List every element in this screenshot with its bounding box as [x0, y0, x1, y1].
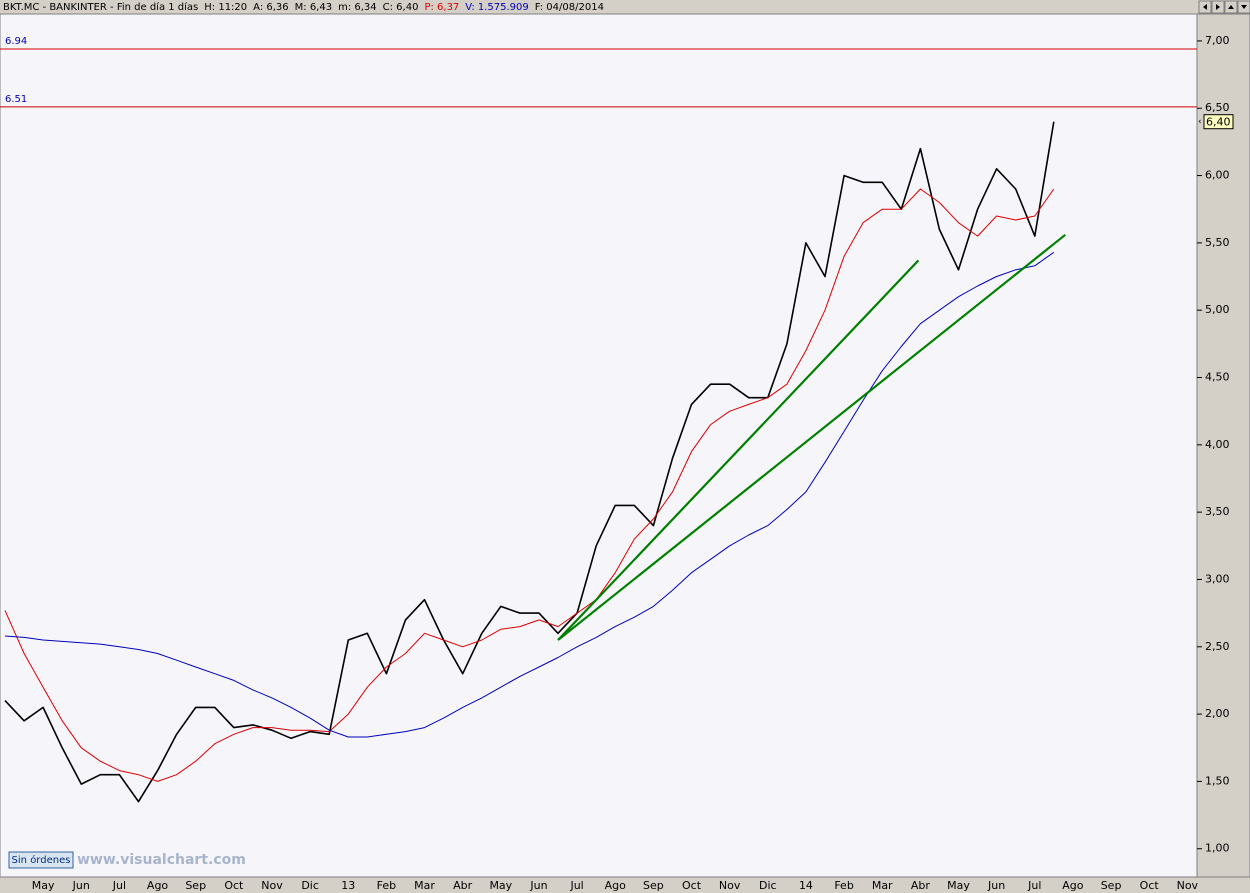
x-tick-label: Mar — [872, 879, 893, 892]
x-tick-label: Jul — [1027, 879, 1041, 892]
header-field: BKT.MC - BANKINTER - Fin de día 1 días — [3, 1, 198, 13]
y-tick-label: 3,00 — [1205, 572, 1230, 585]
last-price-label: 6,40 — [1206, 116, 1231, 129]
series-line — [4, 121, 1055, 803]
last-price-box — [1203, 114, 1234, 130]
x-tick-label: Sep — [1101, 879, 1122, 892]
x-tick-label: Abr — [911, 879, 931, 892]
y-tick-label: 4,00 — [1205, 438, 1230, 451]
horizontal-line-label: 6.51 — [5, 94, 27, 105]
x-tick-label: Nov — [261, 879, 283, 892]
header-field: M: 6,43 — [295, 2, 332, 13]
y-tick-label: 1,00 — [1205, 842, 1230, 855]
x-tick-label: 13 — [341, 879, 355, 892]
last-price-arrow: ‹ — [1198, 117, 1202, 127]
arrow — [1228, 5, 1234, 9]
x-tick-label: 14 — [799, 879, 813, 892]
orders-button-label: Sin órdenes — [12, 854, 71, 866]
orders-button[interactable] — [8, 851, 74, 869]
x-tick-label: Oct — [1140, 879, 1160, 892]
y-tick-label: 6,50 — [1205, 101, 1230, 114]
x-tick-label: Feb — [377, 879, 396, 892]
header: BKT.MC - BANKINTER - Fin de día 1 días H:… — [3, 1, 604, 13]
trendline — [557, 259, 920, 641]
y-tick-label: 7,00 — [1205, 34, 1230, 47]
x-tick-label: Ago — [147, 879, 169, 892]
series-line — [4, 251, 1055, 738]
x-tick-label: Oct — [224, 879, 244, 892]
arrow — [1241, 5, 1247, 9]
trendline — [557, 233, 1066, 641]
x-tick-label: Jul — [112, 879, 126, 892]
x-tick-label: May — [947, 879, 970, 892]
y-tick-label: 2,50 — [1205, 640, 1230, 653]
x-tick-label: Dic — [759, 879, 777, 892]
x-tick-label: Jun — [987, 879, 1005, 892]
arrow — [1216, 4, 1220, 10]
header-field: C: 6,40 — [383, 2, 419, 13]
x-tick-label: Jun — [72, 879, 90, 892]
y-tick-label: 6,00 — [1205, 169, 1230, 182]
x-tick-label: Sep — [643, 879, 664, 892]
y-tick-label: 2,00 — [1205, 707, 1230, 720]
x-tick-label: Mar — [414, 879, 435, 892]
x-tick-label: Feb — [834, 879, 853, 892]
arrow — [1203, 4, 1207, 10]
y-tick-label: 4,50 — [1205, 371, 1230, 384]
x-tick-label: Abr — [453, 879, 473, 892]
x-tick-label: Ago — [605, 879, 627, 892]
header-field: m: 6,34 — [338, 2, 377, 13]
y-tick-label: 1,50 — [1205, 774, 1230, 787]
header-field: P: 6,37 — [424, 2, 459, 13]
scroll-buttons[interactable] — [1198, 0, 1250, 14]
plot-area — [0, 13, 1198, 878]
header-field: F: 04/08/2014 — [535, 2, 604, 13]
x-tick-label: Sep — [185, 879, 206, 892]
watermark: www.visualchart.com — [77, 852, 246, 868]
x-tick-label: Dic — [301, 879, 319, 892]
x-tick-label: Ago — [1062, 879, 1084, 892]
header-field: A: 6,36 — [253, 2, 288, 13]
x-tick-label: Nov — [1177, 879, 1199, 892]
horizontal-line-label: 6.94 — [5, 36, 27, 47]
x-tick-label: May — [32, 879, 55, 892]
x-tick-label: Jul — [569, 879, 583, 892]
y-axis-area — [1196, 13, 1250, 878]
header-field: H: 11:20 — [204, 2, 247, 13]
y-tick-label: 5,00 — [1205, 303, 1230, 316]
y-tick-label: 3,50 — [1205, 505, 1230, 518]
header-field: V: 1.575.909 — [465, 2, 528, 13]
series-line — [4, 188, 1055, 782]
x-tick-label: May — [489, 879, 512, 892]
x-tick-label: Jun — [529, 879, 547, 892]
x-tick-label: Nov — [719, 879, 741, 892]
x-tick-label: Oct — [682, 879, 702, 892]
y-tick-label: 5,50 — [1205, 236, 1230, 249]
